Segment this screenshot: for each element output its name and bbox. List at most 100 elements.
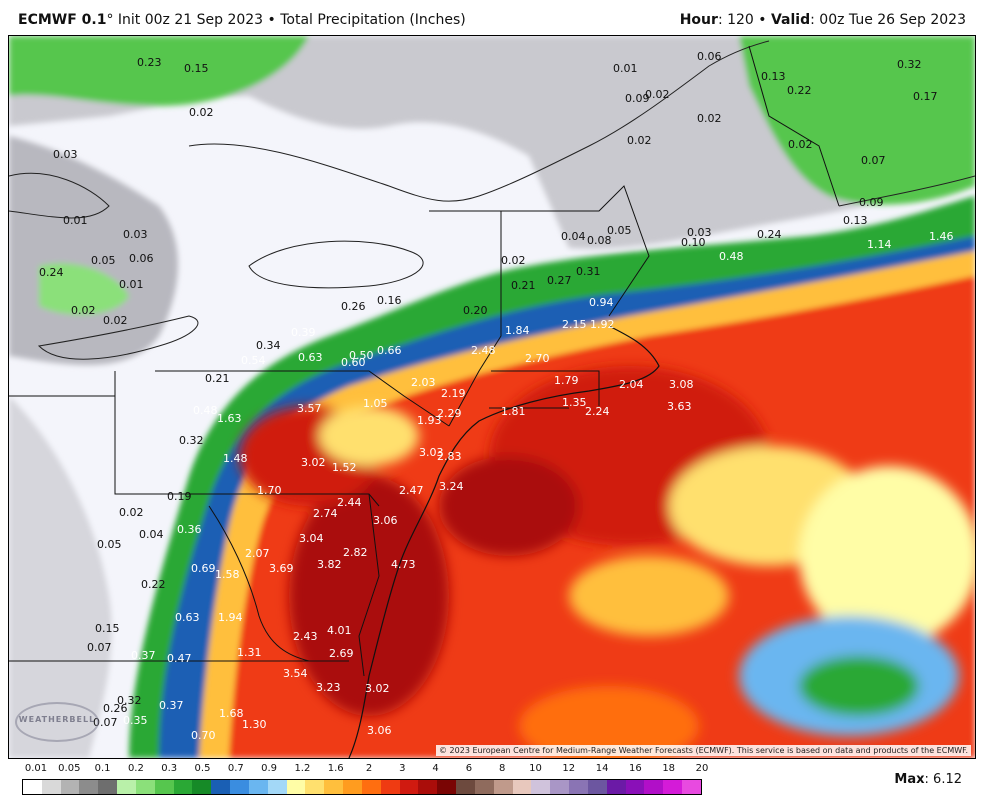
precip-value: 0.36 — [177, 523, 202, 536]
precip-value: 0.60 — [341, 356, 366, 369]
legend-label: 14 — [595, 763, 609, 774]
legend-label: 12 — [562, 763, 576, 774]
legend-swatch — [361, 780, 381, 794]
precip-value: 0.26 — [341, 300, 366, 313]
legend-swatch — [681, 780, 701, 794]
red-core-offshore — [439, 456, 579, 556]
precip-value: 2.43 — [293, 630, 318, 643]
legend-swatch — [587, 780, 607, 794]
precip-value: 3.02 — [301, 456, 326, 469]
precip-value: 1.63 — [217, 412, 242, 425]
maine-canada-border — [748, 45, 840, 207]
precip-value: 0.63 — [298, 351, 323, 364]
precip-value: 3.82 — [317, 558, 342, 571]
precip-value: 3.08 — [669, 378, 694, 391]
legend-swatch — [211, 780, 231, 794]
lake-ontario — [248, 240, 424, 289]
precip-value: 0.02 — [627, 134, 652, 147]
header: ECMWF 0.1° Init 00z 21 Sep 2023 • Total … — [0, 0, 984, 36]
precip-value: 0.05 — [607, 224, 632, 237]
max-number: : 6.12 — [924, 772, 962, 787]
legend-swatch — [456, 780, 475, 794]
state-borders — [9, 45, 840, 677]
precip-value: 0.01 — [63, 214, 88, 227]
precip-value: 2.69 — [329, 647, 354, 660]
precip-value: 0.21 — [205, 372, 230, 385]
precip-value: 2.19 — [441, 387, 466, 400]
precip-value: 0.17 — [913, 90, 938, 103]
precip-value: 2.44 — [337, 496, 362, 509]
legend-label: 0.05 — [58, 763, 81, 774]
blue-front-band — [159, 236, 975, 758]
color-legend: 0.01 0.05 0.1 0.2 0.3 0.5 0.7 0.9 1.2 1.6 2 3 4 6 8 10 1… — [22, 763, 708, 803]
legend-color-bar — [22, 779, 702, 795]
precip-value: 0.10 — [681, 236, 706, 249]
precip-value: 0.07 — [861, 154, 886, 167]
precip-value: 0.02 — [788, 138, 813, 151]
precip-value: 0.09 — [859, 196, 884, 209]
precip-value: 3.24 — [439, 480, 464, 493]
legend-label: 1.6 — [327, 763, 344, 774]
precip-value: 4.73 — [391, 558, 416, 571]
precip-value: 1.30 — [242, 718, 267, 731]
legend-label: 1.2 — [294, 763, 311, 774]
legend-swatch — [569, 780, 588, 794]
legend-label: 2 — [365, 763, 373, 774]
legend-label: 0.9 — [261, 763, 278, 774]
legend-label: 18 — [662, 763, 676, 774]
precipitation-map: 0.23 0.15 0.02 0.01 0.06 0.13 0.32 0.22 0.17 0.09… — [8, 35, 976, 759]
precip-value: 3.02 — [365, 682, 390, 695]
precip-value: 2.48 — [471, 344, 496, 357]
legend-swatch — [663, 780, 682, 794]
wv-va-border — [208, 505, 310, 662]
green-north-east — [739, 36, 975, 205]
precip-value: 1.35 — [562, 396, 587, 409]
legend-label: 6 — [465, 763, 473, 774]
precip-value: 2.07 — [245, 547, 270, 560]
precip-value: 0.35 — [123, 714, 148, 727]
precip-value: 0.24 — [39, 266, 64, 279]
precip-value: 1.93 — [417, 414, 442, 427]
pa-border — [114, 371, 380, 507]
precip-value: 0.01 — [119, 278, 144, 291]
valid-time: Hour: 120 • Valid: 00z Tue 26 Sep 2023 — [680, 12, 966, 28]
precip-value: 0.06 — [129, 252, 154, 265]
green-patch-southeast — [799, 656, 919, 716]
precip-value: 0.16 — [377, 294, 402, 307]
precip-value: 0.02 — [103, 314, 128, 327]
precip-value: 0.13 — [843, 214, 868, 227]
legend-swatch — [41, 780, 61, 794]
precip-value: 0.47 — [167, 652, 192, 665]
coastlines — [9, 40, 975, 360]
precip-value: 0.63 — [175, 611, 200, 624]
precip-value: 0.37 — [159, 699, 184, 712]
legend-swatch — [531, 780, 551, 794]
st-lawrence-line — [188, 40, 770, 202]
init-info: Init 00z 21 Sep 2023 • Total Precipitati… — [113, 12, 466, 28]
precip-value: 0.05 — [91, 254, 116, 267]
precip-value: 0.15 — [95, 622, 120, 635]
precip-value: 0.54 — [241, 354, 266, 367]
precip-value: 2.03 — [411, 376, 436, 389]
precip-value: 0.02 — [645, 88, 670, 101]
precip-value: 0.07 — [87, 641, 112, 654]
precip-value: 0.04 — [561, 230, 586, 243]
precip-value: 1.52 — [332, 461, 357, 474]
degree-sign: ° — [106, 12, 114, 28]
precip-value: 0.22 — [787, 84, 812, 97]
legend-swatch — [98, 780, 118, 794]
precip-value: 0.02 — [189, 106, 214, 119]
legend-swatch — [60, 780, 80, 794]
precip-value: 0.27 — [547, 274, 572, 287]
orange-patch-offshore — [569, 556, 729, 636]
model-name: ECMWF 0.1 — [18, 12, 107, 28]
precip-value: 1.92 — [590, 318, 615, 331]
valid-label: Valid — [770, 12, 811, 28]
legend-label: 0.2 — [127, 763, 144, 774]
legend-label: 0.5 — [194, 763, 211, 774]
precip-value: 1.48 — [223, 452, 248, 465]
legend-label: 10 — [529, 763, 542, 774]
legend-swatch — [230, 780, 249, 794]
precip-value: 0.48 — [193, 404, 218, 417]
nh-maine-border — [501, 185, 650, 317]
